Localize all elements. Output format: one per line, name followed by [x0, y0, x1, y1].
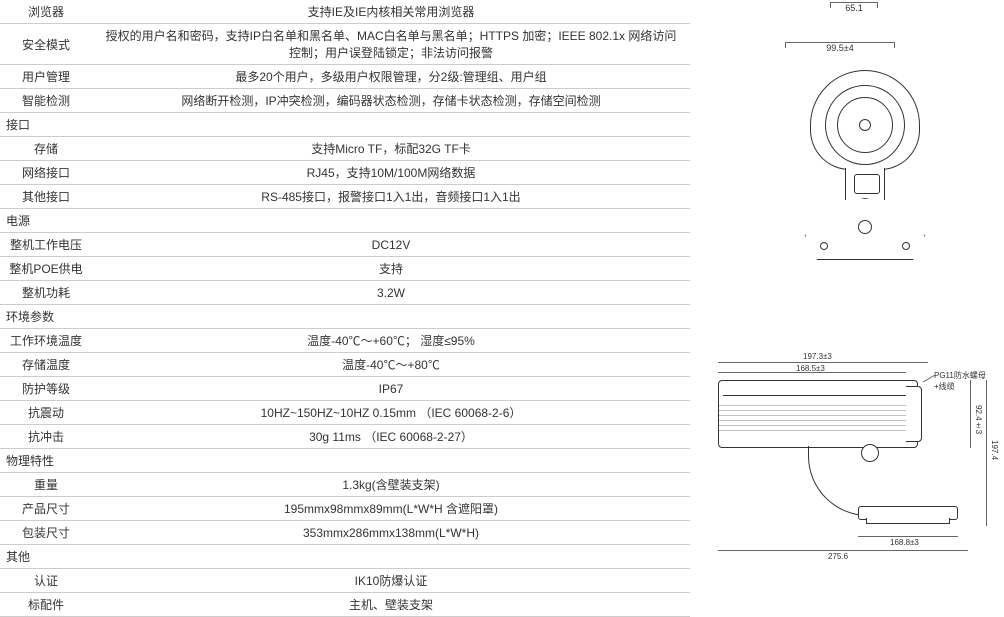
spec-value-cell: 30g 11ms （IEC 60068-2-27）: [92, 425, 690, 449]
spec-table-panel: 浏览器支持IE及IE内核相关常用浏览器安全模式授权的用户名和密码，支持IP白名单…: [0, 0, 690, 583]
spec-label-cell: 防护等级: [0, 377, 92, 401]
dim-168-5: 168.5±3: [796, 364, 825, 373]
mount-foot: [866, 518, 950, 524]
spec-value-cell: RJ45，支持10M/100M网络数据: [92, 161, 690, 185]
spec-label-cell: 用户管理: [0, 65, 92, 89]
section-header-cell: 物理特性: [0, 449, 690, 473]
diagrams-panel: 65.1 99.5±4 197.3±3 168.5±3 92.4±3 197.4…: [690, 0, 1004, 583]
mount-slot-right: [902, 242, 910, 250]
spec-label-cell: 网络接口: [0, 161, 92, 185]
spec-row: 工作环境温度温度-40℃～+60℃； 湿度≤95%: [0, 329, 690, 353]
spec-value-cell: 支持: [92, 257, 690, 281]
spec-label-cell: 存储温度: [0, 353, 92, 377]
spec-label-cell: 工作环境温度: [0, 329, 92, 353]
lens-center-dot: [859, 119, 871, 131]
spec-row: 存储温度温度-40℃～+80℃: [0, 353, 690, 377]
dim-197-3: 197.3±3: [803, 352, 832, 361]
spec-row: 抗冲击30g 11ms （IEC 60068-2-27）: [0, 425, 690, 449]
spec-row: 抗震动10HZ~150HZ~10HZ 0.15mm （IEC 60068-2-6…: [0, 401, 690, 425]
spec-label-cell: 存储: [0, 137, 92, 161]
spec-label-cell: 认证: [0, 569, 92, 593]
spec-label-cell: 抗震动: [0, 401, 92, 425]
callout-pg11: PG11防水螺母+线缆: [934, 370, 998, 392]
spec-value-cell: 195mmx98mmx89mm(L*W*H 含遮阳罩): [92, 497, 690, 521]
spec-value-cell: 支持IE及IE内核相关常用浏览器: [92, 0, 690, 24]
dim-168-8: 168.8±3: [890, 538, 919, 547]
camera-front-view: 99.5±4: [765, 50, 965, 310]
dim-line-right2: [986, 380, 987, 526]
camera-side-view: 197.3±3 168.5±3 92.4±3 197.4 PG11防水螺母+线缆…: [708, 350, 998, 570]
dim-197-4: 197.4: [990, 440, 999, 460]
spec-value-cell: 1.3kg(含壁装支架): [92, 473, 690, 497]
spec-value-cell: 353mmx286mmx138mm(L*W*H): [92, 521, 690, 545]
spec-row: 整机功耗3.2W: [0, 281, 690, 305]
section-header-cell: 电源: [0, 209, 690, 233]
spec-label-cell: 抗冲击: [0, 425, 92, 449]
spec-value-cell: RS-485接口，报警接口1入1出，音频接口1入1出: [92, 185, 690, 209]
spec-value-cell: 网络断开检测，IP冲突检测，编码器状态检测，存储卡状态检测，存储空间检测: [92, 89, 690, 113]
spec-label-cell: 其他接口: [0, 185, 92, 209]
spec-label-cell: 整机工作电压: [0, 233, 92, 257]
spec-value-cell: 温度-40℃～+80℃: [92, 353, 690, 377]
spec-row: 重量1.3kg(含壁装支架): [0, 473, 690, 497]
spec-value-cell: 10HZ~150HZ~10HZ 0.15mm （IEC 60068-2-6）: [92, 401, 690, 425]
spec-label-cell: 安全模式: [0, 24, 92, 65]
spec-label-cell: 标配件: [0, 593, 92, 617]
spec-table: 浏览器支持IE及IE内核相关常用浏览器安全模式授权的用户名和密码，支持IP白名单…: [0, 0, 690, 617]
spec-row: 其他接口RS-485接口，报警接口1入1出，音频接口1入1出: [0, 185, 690, 209]
spec-label-cell: 浏览器: [0, 0, 92, 24]
spec-row: 防护等级IP67: [0, 377, 690, 401]
spec-row: 整机POE供电支持: [0, 257, 690, 281]
spec-row: 整机工作电压DC12V: [0, 233, 690, 257]
dim-92-4: 92.4±3: [974, 405, 983, 434]
spec-label-cell: 重量: [0, 473, 92, 497]
dim-line-top1: [718, 362, 928, 363]
spec-row: 标配件主机、壁装支架: [0, 593, 690, 617]
spec-row: 产品尺寸195mmx98mmx89mm(L*W*H 含遮阳罩): [0, 497, 690, 521]
dim-line-bot2: [718, 550, 968, 551]
spec-label-cell: 智能检测: [0, 89, 92, 113]
spec-value-cell: 支持Micro TF，标配32G TF卡: [92, 137, 690, 161]
mount-center-hole: [858, 220, 872, 234]
camera-housing: [718, 380, 918, 448]
section-header-row: 接口: [0, 113, 690, 137]
section-header-row: 物理特性: [0, 449, 690, 473]
spec-value-cell: IP67: [92, 377, 690, 401]
section-header-cell: 环境参数: [0, 305, 690, 329]
section-header-cell: 其他: [0, 545, 690, 569]
spec-row: 智能检测网络断开检测，IP冲突检测，编码器状态检测，存储卡状态检测，存储空间检测: [0, 89, 690, 113]
spec-value-cell: 最多20个用户，多级用户权限管理，分2级:管理组、用户组: [92, 65, 690, 89]
spec-value-cell: 温度-40℃～+60℃； 湿度≤95%: [92, 329, 690, 353]
spec-value-cell: 3.2W: [92, 281, 690, 305]
spec-row: 包装尺寸353mmx286mmx138mm(L*W*H): [0, 521, 690, 545]
section-header-row: 其他: [0, 545, 690, 569]
spec-label-cell: 产品尺寸: [0, 497, 92, 521]
spec-row: 网络接口RJ45，支持10M/100M网络数据: [0, 161, 690, 185]
dim-line-bot1: [858, 536, 958, 537]
spec-label-cell: 包装尺寸: [0, 521, 92, 545]
camera-neck: [845, 168, 885, 200]
section-header-cell: 接口: [0, 113, 690, 137]
spec-value-cell: DC12V: [92, 233, 690, 257]
camera-front-drawing: [780, 70, 950, 280]
dimension-99: 99.5±4: [785, 42, 895, 53]
spec-row: 浏览器支持IE及IE内核相关常用浏览器: [0, 0, 690, 24]
spec-label-cell: 整机POE供电: [0, 257, 92, 281]
spec-row: 用户管理最多20个用户，多级用户权限管理，分2级:管理组、用户组: [0, 65, 690, 89]
section-header-row: 电源: [0, 209, 690, 233]
camera-front-cap: [906, 386, 922, 442]
mount-slot-left: [820, 242, 828, 250]
spec-row: 存储支持Micro TF，标配32G TF卡: [0, 137, 690, 161]
spec-value-cell: IK10防爆认证: [92, 569, 690, 593]
section-header-row: 环境参数: [0, 305, 690, 329]
spec-row: 安全模式授权的用户名和密码，支持IP白名单和黑名单、MAC白名单与黑名单；HTT…: [0, 24, 690, 65]
spec-row: 认证IK10防爆认证: [0, 569, 690, 593]
spec-label-cell: 整机功耗: [0, 281, 92, 305]
dim-275-6: 275.6: [828, 552, 848, 561]
spec-value-cell: 主机、壁装支架: [92, 593, 690, 617]
spec-value-cell: 授权的用户名和密码，支持IP白名单和黑名单、MAC白名单与黑名单；HTTPS 加…: [92, 24, 690, 65]
dimension-65: 65.1: [830, 2, 878, 13]
